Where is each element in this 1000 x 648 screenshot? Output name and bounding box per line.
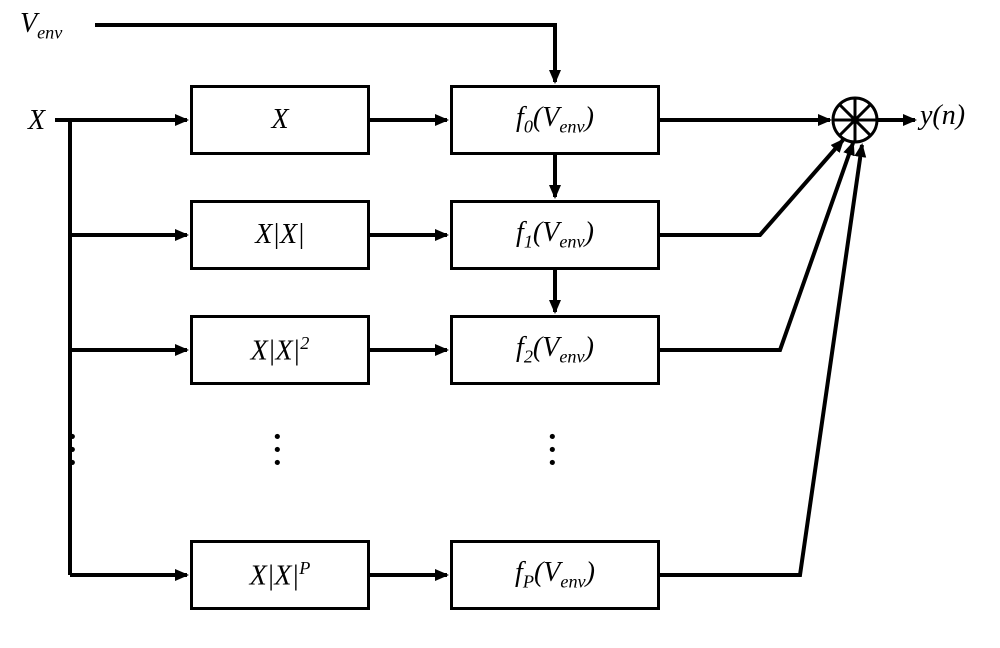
box-f2-content: f2(Venv): [516, 332, 594, 368]
label-y-output: y(n): [920, 100, 965, 132]
ellipsis-col1: ···: [272, 430, 285, 468]
x-var: X: [28, 105, 45, 136]
y-var: y(n): [920, 100, 965, 131]
venv-sub: env: [37, 23, 62, 43]
box-x2-content: X|X|2: [251, 333, 310, 367]
box-f0-content: f0(Venv): [516, 102, 594, 138]
box-f0: f0(Venv): [450, 85, 660, 155]
box-x1: X|X|: [190, 200, 370, 270]
label-venv: Venv: [20, 8, 62, 44]
ellipsis-col2: ···: [547, 430, 560, 468]
box-x0: X: [190, 85, 370, 155]
box-f2: f2(Venv): [450, 315, 660, 385]
box-fp: fP(Venv): [450, 540, 660, 610]
ellipsis-col0: ···: [67, 430, 80, 468]
box-x2: X|X|2: [190, 315, 370, 385]
box-f1-content: f1(Venv): [516, 217, 594, 253]
box-fp-content: fP(Venv): [515, 557, 595, 593]
box-x0-content: X: [271, 104, 288, 136]
venv-var: V: [20, 8, 37, 39]
box-x1-content: X|X|: [255, 219, 305, 251]
label-x-input: X: [28, 105, 45, 137]
box-xp: X|X|P: [190, 540, 370, 610]
box-f1: f1(Venv): [450, 200, 660, 270]
box-xp-content: X|X|P: [250, 558, 311, 592]
